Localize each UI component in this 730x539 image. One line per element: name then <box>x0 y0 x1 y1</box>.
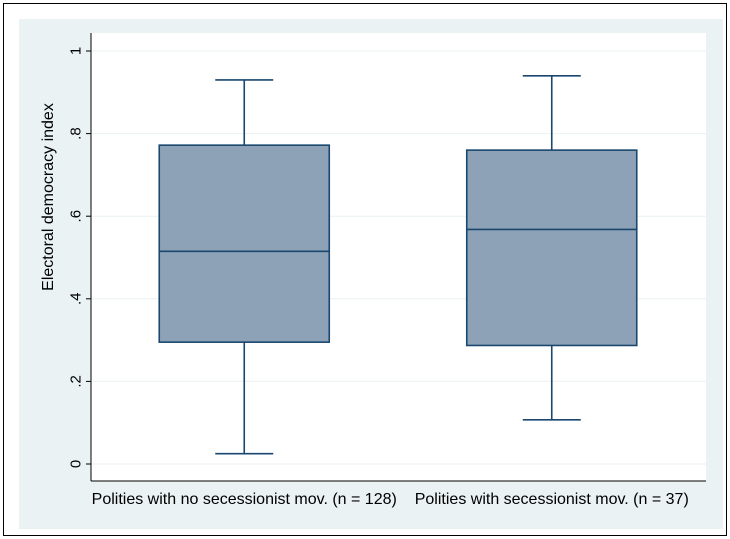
y-axis-title: Electoral democracy index <box>40 103 57 291</box>
y-tick-label: 1 <box>67 47 84 55</box>
y-tick-label: .2 <box>67 375 84 388</box>
box-group <box>465 74 638 421</box>
x-category-label: Polities with no secessionist mov. (n = … <box>92 491 397 508</box>
y-tick-label: .4 <box>67 293 84 306</box>
interquartile-box <box>465 149 638 347</box>
x-category-label: Polities with secessionist mov. (n = 37) <box>415 491 689 508</box>
boxes <box>158 74 638 455</box>
y-axis: 0 .2 .4 .6 .8 1 <box>67 33 92 481</box>
interquartile-box <box>158 144 331 343</box>
y-tick-label: .6 <box>67 210 84 223</box>
y-tick-label: 0 <box>67 460 84 468</box>
box-group <box>158 79 331 455</box>
y-tick-label: .8 <box>67 127 84 140</box>
x-category-labels: Polities with no secessionist mov. (n = … <box>92 491 689 508</box>
